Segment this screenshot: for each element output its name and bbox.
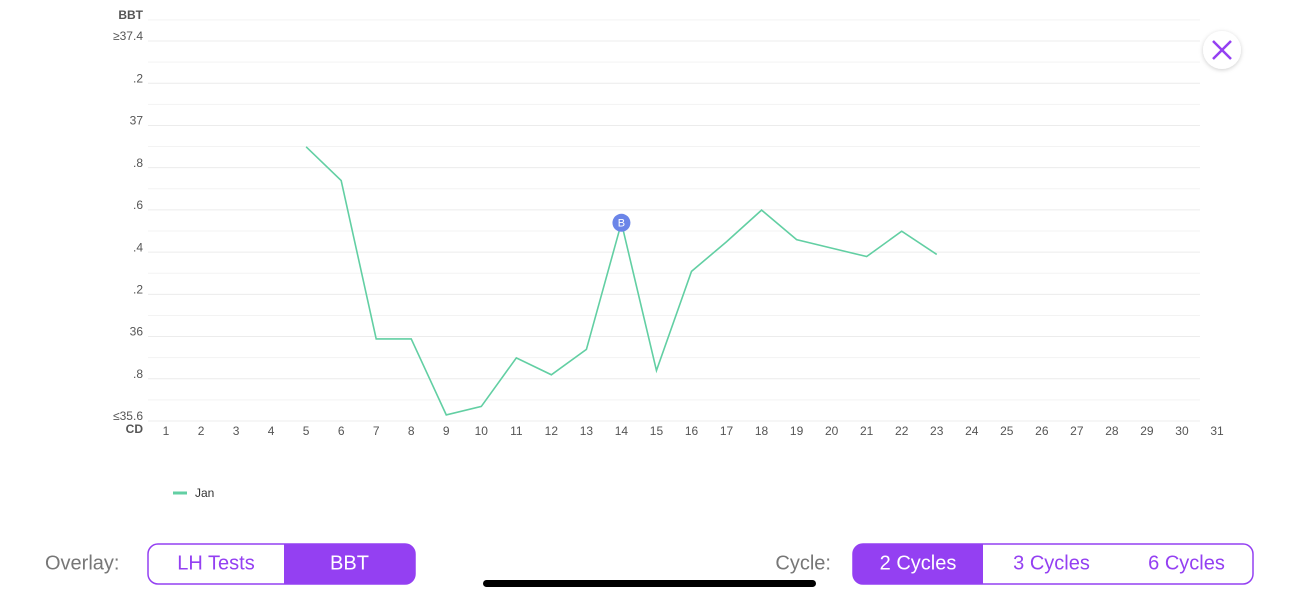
close-button[interactable] — [1203, 31, 1241, 69]
x-tick-label: 15 — [650, 424, 664, 438]
x-tick-label: 11 — [510, 424, 523, 438]
segment-button[interactable]: 2 Cycles — [853, 544, 983, 584]
segment-button[interactable]: 6 Cycles — [1148, 552, 1225, 574]
x-tick-label: 1 — [163, 424, 170, 438]
x-tick-label: 20 — [825, 424, 839, 438]
x-tick-label: 6 — [338, 424, 345, 438]
x-tick-label: 22 — [895, 424, 909, 438]
segment-fill — [284, 544, 296, 584]
y-tick-label: .6 — [133, 198, 143, 212]
x-tick-label: 23 — [930, 424, 944, 438]
x-tick-label: 7 — [373, 424, 380, 438]
y-tick-label: .8 — [133, 367, 143, 381]
x-tick-label: 9 — [443, 424, 450, 438]
home-indicator — [483, 580, 816, 587]
segment-button[interactable]: 3 Cycles — [1013, 552, 1090, 574]
x-tick-label: 26 — [1035, 424, 1049, 438]
y-tick-label: .2 — [133, 283, 143, 297]
segment-label[interactable]: LH Tests — [177, 552, 254, 574]
x-tick-label: 28 — [1105, 424, 1119, 438]
x-tick-label: 21 — [860, 424, 874, 438]
segment-selected[interactable] — [284, 544, 415, 584]
x-axis-title: CD — [126, 422, 144, 436]
y-tick-label: ≥37.4 — [113, 29, 143, 43]
x-tick-label: 2 — [198, 424, 205, 438]
annotation-label: B — [618, 218, 625, 230]
y-tick-label: 37 — [130, 114, 144, 128]
x-tick-label: 17 — [720, 424, 734, 438]
segment-label[interactable]: 6 Cycles — [1148, 552, 1225, 574]
x-tick-label: 29 — [1140, 424, 1154, 438]
x-tick-label: 4 — [268, 424, 275, 438]
y-tick-label: .2 — [133, 71, 143, 85]
control-label: Overlay: — [45, 552, 119, 574]
y-axis-title: BBT — [118, 8, 143, 22]
segment-label[interactable]: 2 Cycles — [880, 552, 957, 574]
x-tick-label: 10 — [475, 424, 489, 438]
segment-label[interactable]: 3 Cycles — [1013, 552, 1090, 574]
x-tick-label: 27 — [1070, 424, 1084, 438]
segment-button[interactable]: LH Tests — [177, 552, 254, 574]
x-tick-label: 3 — [233, 424, 240, 438]
series-line — [305, 146, 938, 416]
x-tick-label: 18 — [755, 424, 769, 438]
y-tick-label: ≤35.6 — [113, 409, 143, 423]
x-tick-label: 31 — [1210, 424, 1224, 438]
x-tick-label: 13 — [580, 424, 594, 438]
segment-fill — [971, 544, 983, 584]
x-tick-label: 24 — [965, 424, 979, 438]
y-tick-label: 36 — [130, 325, 144, 339]
legend-label: Jan — [195, 486, 214, 500]
x-tick-label: 19 — [790, 424, 804, 438]
close-icon[interactable] — [1212, 40, 1232, 60]
y-tick-label: .4 — [133, 240, 143, 254]
x-tick-label: 14 — [615, 424, 629, 438]
x-tick-label: 16 — [685, 424, 699, 438]
x-tick-label: 8 — [408, 424, 415, 438]
segment-label[interactable]: BBT — [330, 552, 369, 574]
x-tick-label: 25 — [1000, 424, 1014, 438]
y-tick-label: .8 — [133, 156, 143, 170]
segment-selected[interactable] — [853, 544, 983, 584]
annotation-marker — [612, 213, 631, 232]
control-label: Cycle: — [775, 552, 831, 574]
segment-button[interactable]: BBT — [284, 544, 415, 584]
x-tick-label: 5 — [303, 424, 310, 438]
x-tick-label: 30 — [1175, 424, 1189, 438]
x-tick-label: 12 — [545, 424, 559, 438]
